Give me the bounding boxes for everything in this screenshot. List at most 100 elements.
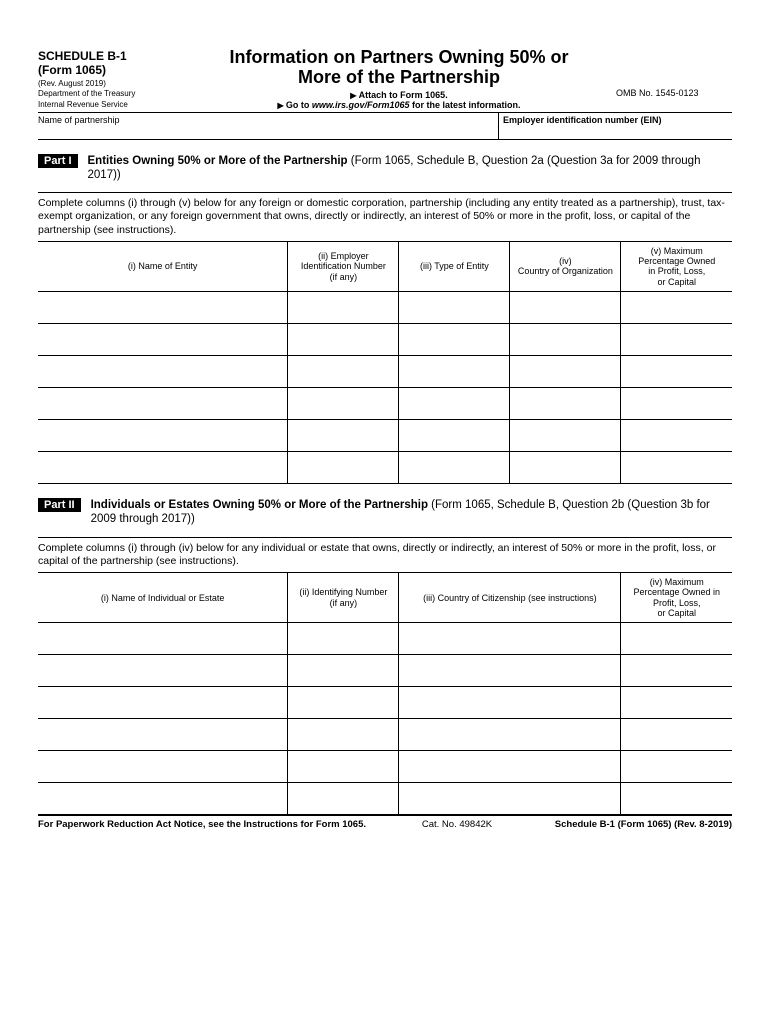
table-cell[interactable] xyxy=(399,292,510,324)
table-cell[interactable] xyxy=(288,655,399,687)
form-title-line2: More of the Partnership xyxy=(186,68,612,88)
column-header: (v) MaximumPercentage Ownedin Profit, Lo… xyxy=(621,242,732,292)
table-cell[interactable] xyxy=(288,324,399,356)
table-cell[interactable] xyxy=(621,655,732,687)
table-cell[interactable] xyxy=(288,719,399,751)
part2-title: Individuals or Estates Owning 50% or Mor… xyxy=(91,498,732,527)
table-cell[interactable] xyxy=(399,655,621,687)
dept-line1: Department of the Treasury xyxy=(38,89,186,99)
table-cell[interactable] xyxy=(621,356,732,388)
table-cell[interactable] xyxy=(399,324,510,356)
table-cell[interactable] xyxy=(288,388,399,420)
goto-instruction: Go to www.irs.gov/Form1065 for the lates… xyxy=(186,100,612,110)
column-header: (iv)Country of Organization xyxy=(510,242,621,292)
table-cell[interactable] xyxy=(288,356,399,388)
omb-number: OMB No. 1545-0123 xyxy=(616,88,699,98)
table-cell[interactable] xyxy=(38,623,288,655)
table-cell[interactable] xyxy=(399,751,621,783)
table-row xyxy=(38,655,732,687)
table-cell[interactable] xyxy=(399,420,510,452)
table-cell[interactable] xyxy=(288,292,399,324)
table-row xyxy=(38,292,732,324)
table-cell[interactable] xyxy=(38,388,288,420)
name-ein-row: Name of partnership Employer identificat… xyxy=(38,113,732,140)
table-cell[interactable] xyxy=(621,687,732,719)
footer-center: Cat. No. 49842K xyxy=(382,819,532,830)
part2-table-header: (i) Name of Individual or Estate(ii) Ide… xyxy=(38,573,732,623)
goto-url: www.irs.gov/Form1065 xyxy=(312,100,410,110)
part1-badge: Part I xyxy=(38,154,78,168)
schedule-line2: (Form 1065) xyxy=(38,64,186,78)
part2-badge: Part II xyxy=(38,498,81,512)
table-cell[interactable] xyxy=(38,356,288,388)
table-cell[interactable] xyxy=(621,452,732,484)
table-cell[interactable] xyxy=(38,324,288,356)
table-row xyxy=(38,719,732,751)
column-header: (iii) Type of Entity xyxy=(399,242,510,292)
table-cell[interactable] xyxy=(38,420,288,452)
partnership-name-label: Name of partnership xyxy=(38,113,498,139)
column-header: (i) Name of Entity xyxy=(38,242,288,292)
table-cell[interactable] xyxy=(621,324,732,356)
table-row xyxy=(38,420,732,452)
table-cell[interactable] xyxy=(510,452,621,484)
part2-table: (i) Name of Individual or Estate(ii) Ide… xyxy=(38,573,732,815)
schedule-line1: SCHEDULE B-1 xyxy=(38,50,186,64)
table-cell[interactable] xyxy=(288,783,399,815)
form-footer: For Paperwork Reduction Act Notice, see … xyxy=(38,815,732,830)
table-cell[interactable] xyxy=(38,292,288,324)
table-cell[interactable] xyxy=(38,719,288,751)
table-cell[interactable] xyxy=(510,388,621,420)
table-row xyxy=(38,751,732,783)
column-header: (ii) EmployerIdentification Number(if an… xyxy=(288,242,399,292)
header-center: Information on Partners Owning 50% or Mo… xyxy=(186,48,612,112)
table-row xyxy=(38,452,732,484)
table-cell[interactable] xyxy=(288,751,399,783)
footer-right: Schedule B-1 (Form 1065) (Rev. 8-2019) xyxy=(532,819,732,830)
part2-instructions: Complete columns (i) through (iv) below … xyxy=(38,537,732,573)
column-header: (i) Name of Individual or Estate xyxy=(38,573,288,623)
form-header: SCHEDULE B-1 (Form 1065) (Rev. August 20… xyxy=(38,48,732,113)
attach-instruction: Attach to Form 1065. xyxy=(186,90,612,100)
table-cell[interactable] xyxy=(38,687,288,719)
header-right: OMB No. 1545-0123 xyxy=(612,88,732,112)
table-cell[interactable] xyxy=(510,292,621,324)
table-cell[interactable] xyxy=(399,783,621,815)
table-cell[interactable] xyxy=(621,388,732,420)
part1-title-bold: Entities Owning 50% or More of the Partn… xyxy=(88,155,351,167)
table-cell[interactable] xyxy=(621,292,732,324)
part2-title-bold: Individuals or Estates Owning 50% or Mor… xyxy=(91,499,432,511)
part1-instructions: Complete columns (i) through (v) below f… xyxy=(38,192,732,241)
column-header: (iv) MaximumPercentage Owned inProfit, L… xyxy=(621,573,732,623)
table-cell[interactable] xyxy=(399,356,510,388)
table-cell[interactable] xyxy=(621,751,732,783)
table-cell[interactable] xyxy=(38,751,288,783)
table-cell[interactable] xyxy=(621,783,732,815)
goto-prefix: Go to xyxy=(286,100,312,110)
table-cell[interactable] xyxy=(621,420,732,452)
table-cell[interactable] xyxy=(288,687,399,719)
dept-line2: Internal Revenue Service xyxy=(38,100,186,110)
table-cell[interactable] xyxy=(510,356,621,388)
table-cell[interactable] xyxy=(288,452,399,484)
revision-date: (Rev. August 2019) xyxy=(38,79,186,89)
footer-left: For Paperwork Reduction Act Notice, see … xyxy=(38,819,382,830)
table-cell[interactable] xyxy=(399,623,621,655)
table-cell[interactable] xyxy=(399,452,510,484)
table-cell[interactable] xyxy=(399,388,510,420)
goto-suffix: for the latest information. xyxy=(410,100,521,110)
table-row xyxy=(38,388,732,420)
table-cell[interactable] xyxy=(399,719,621,751)
table-cell[interactable] xyxy=(621,623,732,655)
table-cell[interactable] xyxy=(510,420,621,452)
table-cell[interactable] xyxy=(38,655,288,687)
table-cell[interactable] xyxy=(288,420,399,452)
table-cell[interactable] xyxy=(38,452,288,484)
part1-table: (i) Name of Entity(ii) EmployerIdentific… xyxy=(38,242,732,484)
table-cell[interactable] xyxy=(38,783,288,815)
table-cell[interactable] xyxy=(399,687,621,719)
part1-heading: Part I Entities Owning 50% or More of th… xyxy=(38,154,732,183)
table-cell[interactable] xyxy=(621,719,732,751)
table-cell[interactable] xyxy=(288,623,399,655)
table-cell[interactable] xyxy=(510,324,621,356)
